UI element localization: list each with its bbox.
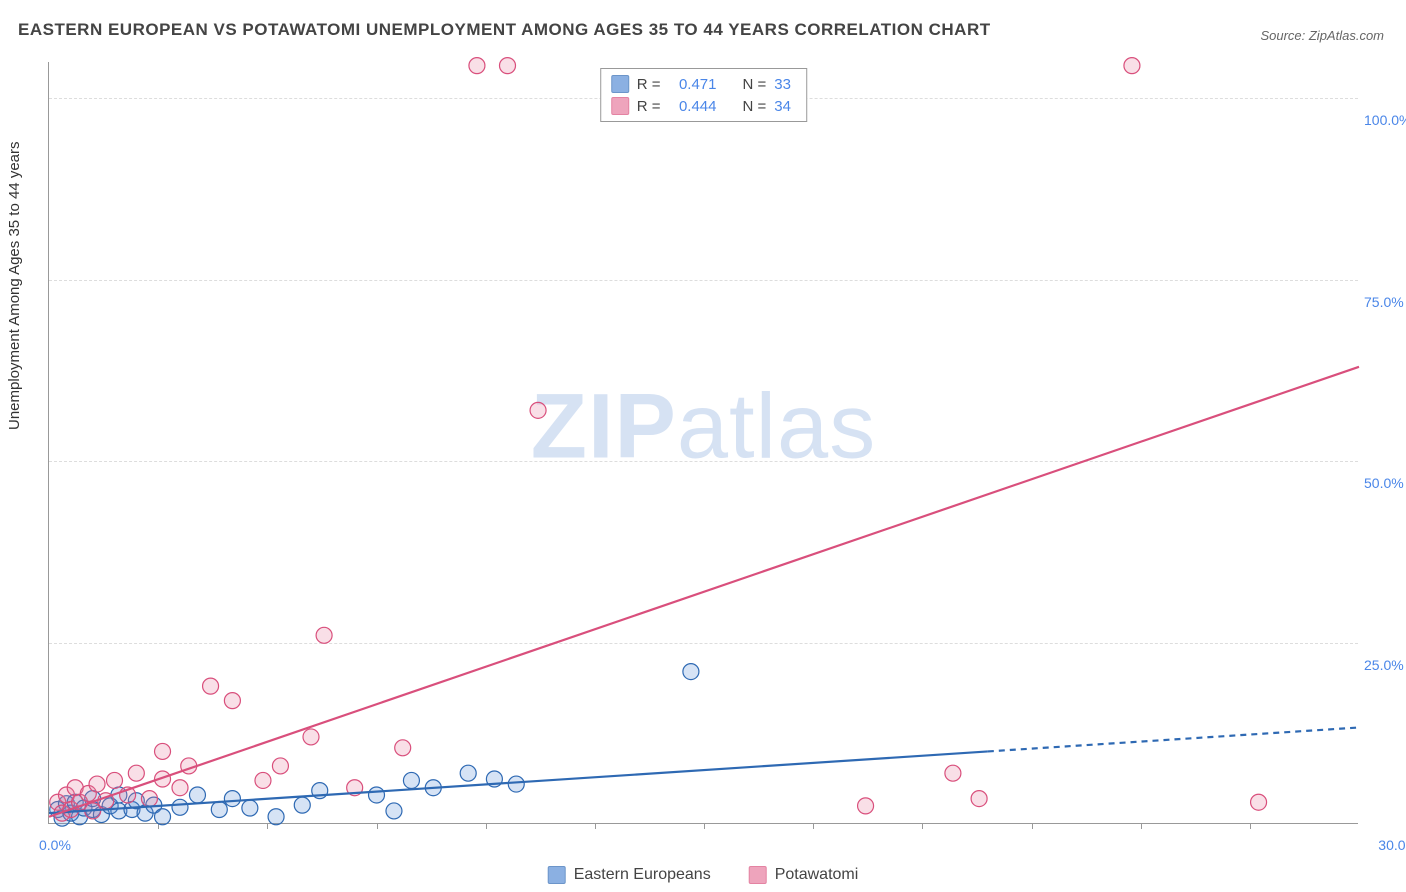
data-point: [128, 765, 144, 781]
y-tick-label: 75.0%: [1364, 294, 1406, 310]
data-point: [155, 743, 171, 759]
chart-svg: [49, 62, 1358, 823]
data-point: [508, 776, 524, 792]
data-point: [203, 678, 219, 694]
data-point: [500, 58, 516, 74]
x-tick: [377, 823, 378, 829]
data-point: [316, 627, 332, 643]
x-tick: [922, 823, 923, 829]
data-point: [369, 787, 385, 803]
data-point: [272, 758, 288, 774]
source-label: Source: ZipAtlas.com: [1260, 28, 1384, 43]
data-point: [172, 780, 188, 796]
data-point: [294, 797, 310, 813]
x-tick: [486, 823, 487, 829]
data-point: [155, 809, 171, 825]
data-point: [403, 772, 419, 788]
data-point: [211, 801, 227, 817]
data-point: [1251, 794, 1267, 810]
data-point: [945, 765, 961, 781]
data-point: [858, 798, 874, 814]
data-point: [189, 787, 205, 803]
chart-title: EASTERN EUROPEAN VS POTAWATOMI UNEMPLOYM…: [18, 20, 991, 40]
data-point: [971, 791, 987, 807]
y-tick-label: 50.0%: [1364, 475, 1406, 491]
x-tick: [1250, 823, 1251, 829]
data-point: [141, 791, 157, 807]
legend-swatch-pink: [749, 866, 767, 884]
legend-swatch-blue: [548, 866, 566, 884]
y-tick-label: 100.0%: [1364, 112, 1406, 128]
data-point: [224, 791, 240, 807]
data-point: [172, 799, 188, 815]
y-axis-label: Unemployment Among Ages 35 to 44 years: [6, 141, 23, 430]
y-tick-label: 25.0%: [1364, 657, 1406, 673]
data-point: [683, 664, 699, 680]
data-point: [460, 765, 476, 781]
data-point: [395, 740, 411, 756]
data-point: [469, 58, 485, 74]
legend-item: Eastern Europeans: [548, 866, 711, 884]
data-point: [1124, 58, 1140, 74]
data-point: [268, 809, 284, 825]
trend-line-dashed: [988, 727, 1359, 751]
legend-item: Potawatomi: [749, 866, 859, 884]
x-min-label: 0.0%: [39, 837, 71, 853]
trend-line: [49, 367, 1359, 817]
data-point: [107, 772, 123, 788]
x-tick: [813, 823, 814, 829]
data-point: [530, 402, 546, 418]
x-tick: [595, 823, 596, 829]
x-tick: [267, 823, 268, 829]
x-tick: [1032, 823, 1033, 829]
data-point: [89, 776, 105, 792]
data-point: [242, 800, 258, 816]
data-point: [386, 803, 402, 819]
data-point: [255, 772, 271, 788]
x-max-label: 30.0%: [1378, 837, 1406, 853]
data-point: [303, 729, 319, 745]
legend-series: Eastern Europeans Potawatomi: [548, 866, 859, 884]
data-point: [224, 693, 240, 709]
plot-area: ZIPatlas 25.0%50.0%75.0%100.0% R = 0.471…: [48, 62, 1358, 824]
x-tick: [704, 823, 705, 829]
x-tick: [1141, 823, 1142, 829]
